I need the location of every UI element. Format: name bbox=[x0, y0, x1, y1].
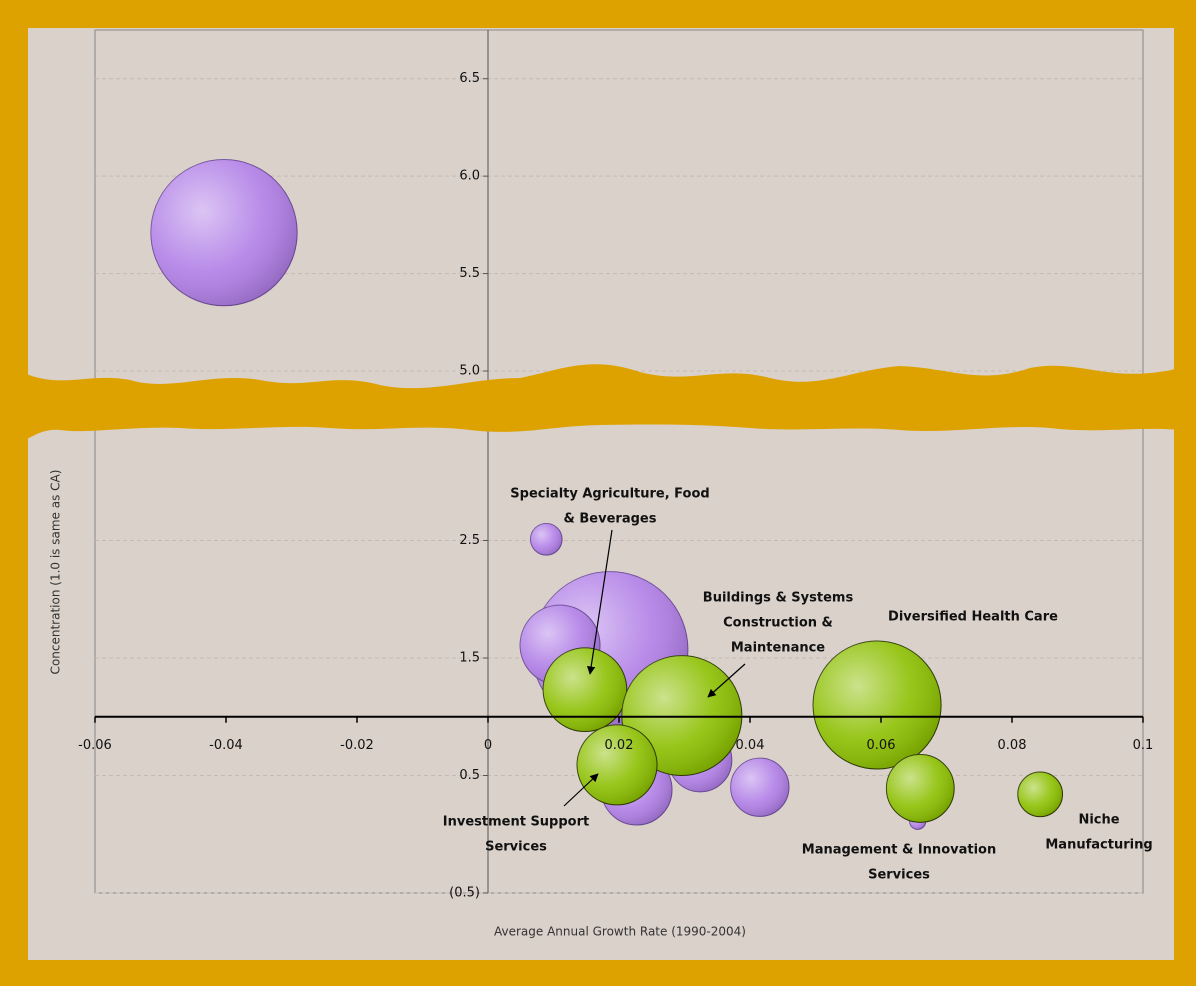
x-tick-label: 0.06 bbox=[867, 738, 896, 753]
x-tick-label: -0.04 bbox=[209, 738, 243, 753]
y-tick-label: 6.5 bbox=[459, 71, 480, 86]
bubble bbox=[576, 724, 658, 806]
annotation: Investment Support bbox=[443, 815, 589, 830]
annotation-arrow bbox=[586, 529, 613, 675]
y-tick-label: 1.5 bbox=[459, 650, 480, 665]
bubble bbox=[150, 159, 298, 307]
x-tick-label: 0.08 bbox=[998, 738, 1027, 753]
x-tick-label: 0.04 bbox=[736, 738, 765, 753]
y-axis-title: Concentration (1.0 is same as CA) bbox=[49, 470, 63, 675]
x-tick-label: -0.02 bbox=[340, 738, 374, 753]
y-tick-label: (0.5) bbox=[449, 886, 480, 901]
x-axis-title: Average Annual Growth Rate (1990-2004) bbox=[494, 925, 746, 939]
annotation: Services bbox=[485, 840, 547, 855]
labels: Average Annual Growth Rate (1990-2004) C… bbox=[49, 470, 1153, 939]
annotation: Manufacturing bbox=[1045, 838, 1152, 853]
y-tick-label: 5.0 bbox=[459, 364, 480, 379]
annotation: Specialty Agriculture, Food bbox=[510, 487, 709, 502]
y-tick-label: 6.0 bbox=[459, 169, 480, 184]
x-tick-label: 0.02 bbox=[605, 738, 634, 753]
x-tick-label: -0.06 bbox=[78, 738, 112, 753]
annotation-arrow bbox=[707, 663, 746, 698]
annotation: Diversified Health Care bbox=[888, 610, 1058, 625]
annotation: Construction & bbox=[723, 616, 833, 631]
bubble bbox=[1017, 771, 1064, 818]
annotation-arrow bbox=[563, 773, 599, 807]
y-tick-label: 5.5 bbox=[459, 266, 480, 281]
annotation: Services bbox=[868, 868, 930, 883]
bubble bbox=[730, 757, 790, 817]
plot-frame bbox=[94, 29, 1144, 894]
annotation: & Beverages bbox=[564, 512, 657, 527]
annotation: Niche bbox=[1078, 813, 1119, 828]
bubble bbox=[529, 522, 563, 556]
y-tick-label: 0.5 bbox=[459, 768, 480, 783]
annotation: Maintenance bbox=[731, 641, 825, 656]
annotation: Management & Innovation bbox=[802, 843, 996, 858]
axis-break bbox=[22, 364, 1180, 440]
x-tick-label: 0.1 bbox=[1133, 738, 1154, 753]
x-tick-label: 0 bbox=[484, 738, 492, 753]
bubble bbox=[542, 647, 628, 733]
y-tick-label: 2.5 bbox=[459, 533, 480, 548]
bubble bbox=[885, 754, 955, 823]
axes: 5.05.56.06.5(0.5)0.51.52.53.5-0.06-0.04-… bbox=[78, 30, 1153, 901]
annotation: Buildings & Systems bbox=[703, 591, 854, 606]
